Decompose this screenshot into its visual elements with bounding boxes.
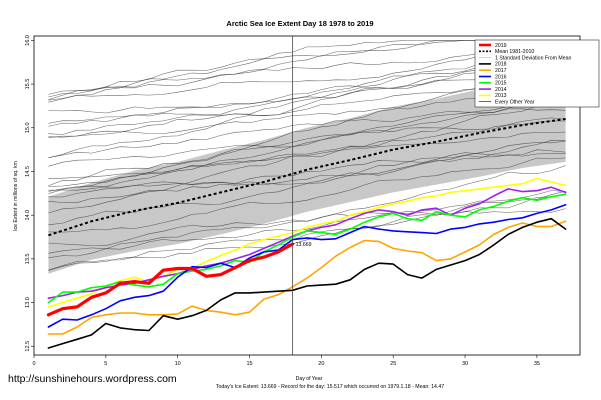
y-tick-label: 13.0 bbox=[25, 297, 31, 308]
y-tick-label: 16.0 bbox=[25, 35, 31, 46]
every-other-year-line bbox=[48, 140, 566, 226]
y-tick-label: 15.0 bbox=[25, 122, 31, 133]
x-tick-label: 30 bbox=[462, 361, 468, 367]
every-other-year-line bbox=[48, 208, 566, 246]
plot-frame bbox=[33, 35, 581, 356]
series-line-2016 bbox=[47, 203, 567, 328]
every-other-year-line bbox=[48, 103, 566, 194]
y-tick-label: 15.5 bbox=[25, 79, 31, 90]
x-tick-label: 5 bbox=[104, 361, 107, 367]
series-layer bbox=[46, 118, 567, 349]
legend-label: 2018 bbox=[495, 62, 507, 68]
chart-title: Arctic Sea Ice Extent Day 18 1978 to 201… bbox=[226, 19, 373, 28]
legend-label: Mean 1981-2010 bbox=[495, 49, 534, 55]
series-line-2015 bbox=[47, 193, 567, 304]
series-line-2019 bbox=[46, 242, 295, 317]
legend-label: 2019 bbox=[495, 43, 507, 49]
legend-label: 2017 bbox=[495, 68, 507, 74]
x-tick-label: 10 bbox=[175, 361, 181, 367]
series-line-2017 bbox=[47, 220, 567, 335]
x-tick-label: 20 bbox=[318, 361, 324, 367]
x-tick-label: 15 bbox=[246, 361, 252, 367]
x-tick-label: 0 bbox=[32, 361, 35, 367]
mean-line bbox=[48, 118, 566, 237]
legend-label: 1 Standard Deviation From Mean bbox=[495, 55, 572, 61]
x-axis-label: Day of Year bbox=[296, 376, 323, 382]
y-tick-label: 14.5 bbox=[25, 166, 31, 177]
every-other-year-line bbox=[48, 120, 566, 187]
every-other-year-line bbox=[48, 193, 566, 271]
legend-label: 2016 bbox=[495, 74, 507, 80]
legend-box bbox=[474, 39, 600, 108]
watermark-url[interactable]: http://sunshinehours.wordpress.com bbox=[8, 373, 177, 385]
legend-label: 2013 bbox=[495, 93, 507, 99]
legend-label: 2014 bbox=[495, 87, 507, 93]
series-line-2013 bbox=[47, 177, 567, 308]
every-other-year-line bbox=[48, 190, 566, 254]
y-tick-label: 14.0 bbox=[25, 210, 31, 221]
every-other-year-line bbox=[48, 140, 566, 203]
axes-layer: 0 5 10 15 20 25 30 35 12.5 13.0 13.5 14.0 14.5 15.0 15… bbox=[25, 35, 581, 367]
legend-label: 2015 bbox=[495, 81, 507, 87]
every-other-year-line bbox=[48, 190, 566, 271]
footer-stats: Today's Ice Extent: 13.669 - Record for … bbox=[216, 384, 444, 390]
every-other-year-line bbox=[48, 165, 566, 259]
series-line-2018 bbox=[47, 217, 567, 349]
y-tick-label: 12.5 bbox=[25, 341, 31, 352]
y-axis-label: Ice Extent in millions of sq. km bbox=[13, 161, 19, 231]
every-other-year-line bbox=[48, 96, 566, 192]
current-value-annotation: 13.669 bbox=[296, 242, 312, 248]
every-other-year-line bbox=[48, 117, 566, 167]
every-other-year-line bbox=[48, 157, 566, 233]
x-tick-label: 35 bbox=[534, 361, 540, 367]
every-other-year-line bbox=[48, 102, 566, 187]
every-other-year-line bbox=[48, 108, 566, 158]
std-deviation-band bbox=[48, 76, 566, 274]
x-tick-label: 25 bbox=[390, 361, 396, 367]
std-band-layer bbox=[48, 76, 566, 274]
y-tick-label: 13.5 bbox=[25, 254, 31, 265]
every-other-year-line bbox=[48, 131, 566, 214]
every-other-year-line bbox=[48, 149, 566, 198]
legend-label: Every Other Year bbox=[495, 100, 535, 106]
